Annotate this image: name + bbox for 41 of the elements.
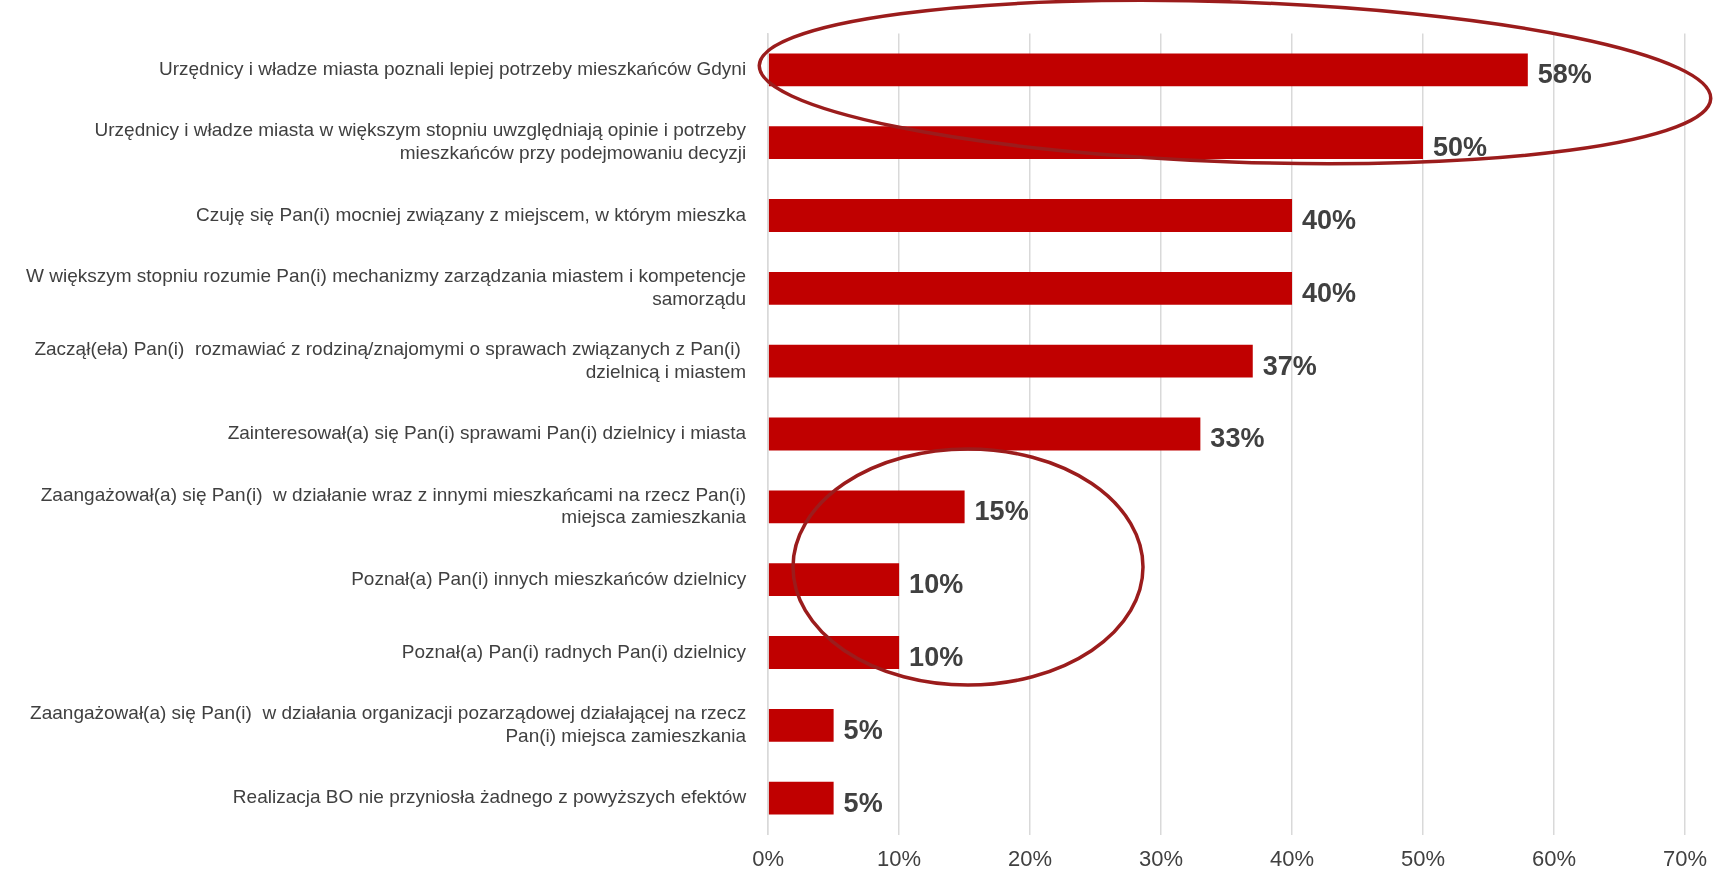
y-tick-label: Zainteresował(a) się Pan(i) sprawami Pan(i) dzielnicy i miasta: [227, 422, 747, 444]
bar: [768, 636, 900, 669]
bar: [768, 417, 1201, 451]
y-tick-label: W większym stopniu rozumie Pan(i) mechanizmy zarządzania miastem i kompetencje samorządu: [25, 265, 747, 309]
text: 50%: [1433, 132, 1488, 163]
y-tick-label: Czuję się Pan(i) mocniej związany z miejscem, w którym mieszka: [196, 203, 747, 225]
bar: [768, 781, 834, 815]
bar: [768, 490, 965, 524]
x-tick-label: 70%: [1662, 845, 1708, 871]
bar: [768, 344, 1253, 378]
x-tick-label: 10%: [877, 845, 922, 871]
y-tick-label: Poznał(a) Pan(i) radnych Pan(i) dzielnicy: [401, 640, 747, 662]
bar: [768, 563, 900, 597]
y-tick-label: Urzędnicy i władze miasta poznali lepiej potrzeby mieszkańców Gdyni: [158, 58, 747, 80]
x-tick-label: 50%: [1401, 845, 1446, 871]
bar: [768, 708, 834, 742]
bar: [768, 199, 1293, 232]
text: 33%: [1210, 423, 1265, 454]
x-tick-label: 40%: [1270, 845, 1315, 871]
text: 15%: [974, 496, 1029, 527]
x-tick-label: 30%: [1139, 845, 1184, 871]
y-tick-label: Zaangażował(a) się Pan(i) w działanie wraz z innymi mieszkańcami na rzecz Pan(i) miejsca zamieszkania: [40, 483, 747, 528]
text: 10%: [909, 641, 964, 672]
x-tick-label: 20%: [1008, 845, 1053, 871]
text: 10%: [909, 569, 964, 600]
text: 37%: [1262, 350, 1317, 381]
bar: [768, 126, 1424, 160]
text: 5%: [843, 714, 883, 745]
x-tick-label: 0%: [752, 845, 785, 871]
x-tick-label: 60%: [1531, 845, 1577, 871]
y-tick-label: Zaczął(eła) Pan(i) rozmawiać z rodziną/znajomymi o sprawach związanych z Pan(i) dzielnicą i miastem: [34, 338, 747, 382]
y-tick-label: Zaangażował(a) się Pan(i) w działania organizacji pozarządowej działającej na rzecz Pan(i) miejsca zamieszkania: [30, 702, 747, 746]
y-tick-label: Poznał(a) Pan(i) innych mieszkańców dzielnicy: [351, 567, 747, 589]
y-tick-label: Realizacja BO nie przyniosła żadnego z powyższych efektów: [232, 786, 747, 808]
y-tick-label: Urzędnicy i władze miasta w większym stopniu uwzględniają opinie i potrzeby mieszkańców przy podejmowaniu decyzji: [94, 119, 747, 164]
bar: [768, 53, 1528, 87]
text: 58%: [1537, 59, 1592, 90]
text: 5%: [843, 787, 883, 818]
bar: [768, 271, 1293, 305]
text: 40%: [1302, 204, 1357, 235]
text: 40%: [1302, 277, 1357, 308]
